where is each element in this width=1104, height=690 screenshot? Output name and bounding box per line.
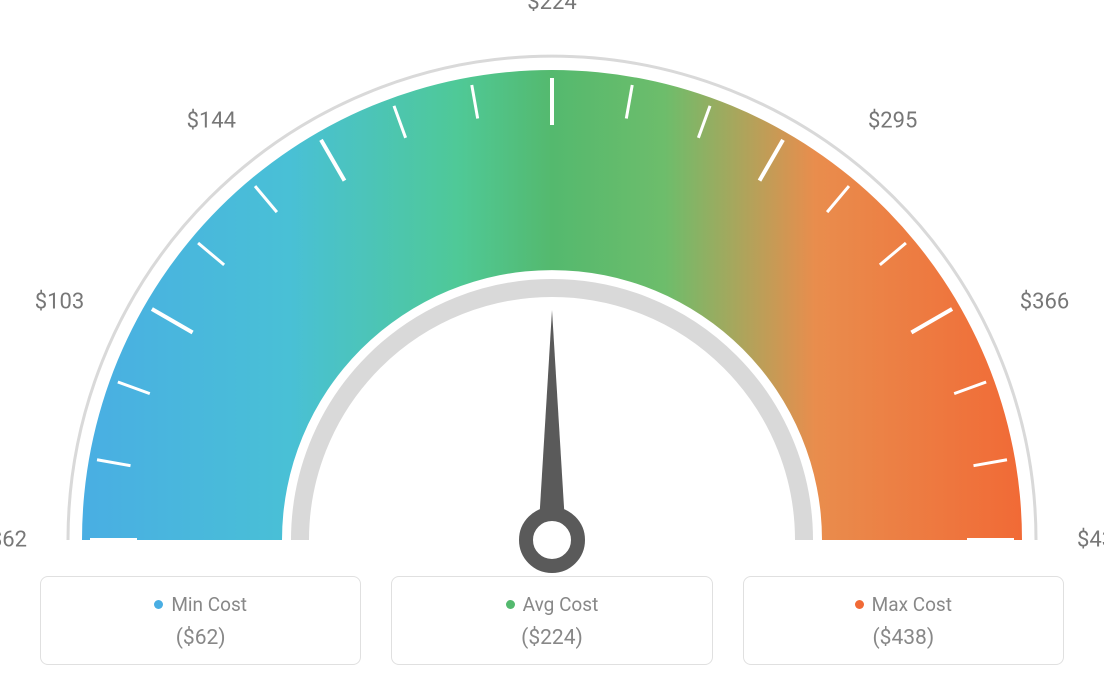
legend-label-avg: Avg Cost [523,593,599,616]
legend-row: Min Cost ($62) Avg Cost ($224) Max Cost … [40,576,1064,665]
legend-title-min: Min Cost [154,593,247,616]
legend-card-avg: Avg Cost ($224) [391,576,712,665]
legend-value-max: ($438) [754,626,1053,650]
legend-label-max: Max Cost [872,593,952,616]
legend-value-min: ($62) [51,626,350,650]
legend-dot-min [154,600,163,609]
legend-label-min: Min Cost [171,593,247,616]
legend-card-max: Max Cost ($438) [743,576,1064,665]
gauge-scale-label: $366 [1020,289,1069,314]
gauge-scale-label: $144 [187,108,236,133]
gauge-scale-label: $438 [1077,528,1104,553]
legend-title-max: Max Cost [855,593,952,616]
gauge-scale-label: $62 [0,528,27,553]
gauge-chart [0,20,1104,580]
gauge-container: $62$103$144$224$295$366$438 [0,20,1104,580]
legend-dot-max [855,600,864,609]
gauge-scale-label: $224 [527,0,576,15]
gauge-scale-label: $103 [35,289,84,314]
legend-value-avg: ($224) [402,626,701,650]
legend-title-avg: Avg Cost [506,593,599,616]
legend-card-min: Min Cost ($62) [40,576,361,665]
legend-dot-avg [506,600,515,609]
gauge-scale-label: $295 [868,108,917,133]
